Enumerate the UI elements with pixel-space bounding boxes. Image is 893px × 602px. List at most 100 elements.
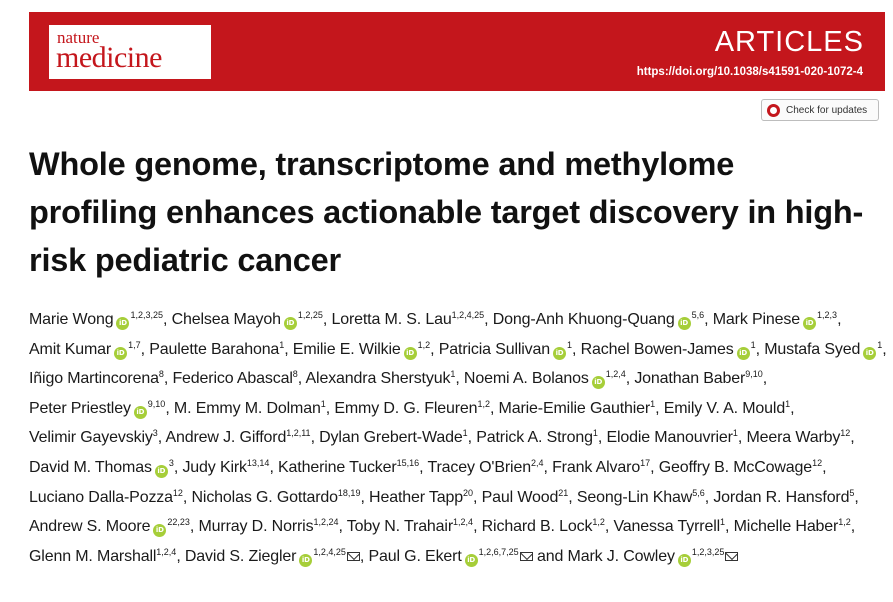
author-entry[interactable]: David S. Ziegler iD1,2,4,25 <box>184 547 360 567</box>
orcid-icon[interactable]: iD <box>299 553 313 567</box>
orcid-icon[interactable]: iD <box>154 464 168 478</box>
author-entry[interactable]: Andrew J. Gifford1,2,11 <box>165 428 310 447</box>
orcid-icon[interactable]: iD <box>553 346 567 360</box>
orcid-icon[interactable]: iD <box>736 346 750 360</box>
author-entry[interactable]: Heather Tapp20 <box>369 488 473 506</box>
author-entry[interactable]: Murray D. Norris1,2,24 <box>198 517 339 536</box>
orcid-icon[interactable]: iD <box>591 376 605 390</box>
author-name[interactable]: Emmy D. G. Fleuren <box>334 399 478 417</box>
author-entry[interactable]: Andrew S. Moore iD22,23 <box>29 517 190 538</box>
author-entry[interactable]: Patrick A. Strong1 <box>476 428 598 446</box>
author-name[interactable]: Emily V. A. Mould <box>663 399 786 417</box>
author-name[interactable]: Velimir Gayevskiy <box>29 429 153 447</box>
author-name[interactable]: Tracey O'Brien <box>427 458 531 476</box>
author-name[interactable]: Luciano Dalla-Pozza <box>29 488 173 506</box>
email-icon[interactable] <box>519 551 533 561</box>
author-name[interactable]: Dylan Grebert-Wade <box>319 429 463 447</box>
author-entry[interactable]: Richard B. Lock1,2 <box>482 517 605 535</box>
author-name[interactable]: Federico Abascal <box>172 370 293 388</box>
author-entry[interactable]: Meera Warby12 <box>746 428 850 447</box>
author-name[interactable]: Vanessa Tyrrell <box>613 518 721 536</box>
author-name[interactable]: Marie-Emilie Gauthier <box>498 399 651 417</box>
author-entry[interactable]: Mustafa Syed iD1 <box>764 340 882 360</box>
orcid-icon[interactable]: iD <box>677 317 691 330</box>
author-entry[interactable]: Amit Kumar iD1,7 <box>29 340 141 360</box>
author-entry[interactable]: Tracey O'Brien2,4 <box>427 458 543 476</box>
author-name[interactable]: Peter Priestley <box>29 399 131 417</box>
author-entry[interactable]: Luciano Dalla-Pozza12 <box>29 488 183 506</box>
orcid-icon[interactable]: iD <box>803 317 817 330</box>
author-entry[interactable]: Noemi A. Bolanos iD1,2,4 <box>463 369 626 390</box>
orcid-icon[interactable]: iD <box>114 346 128 360</box>
author-name[interactable]: Meera Warby <box>746 429 841 447</box>
author-entry[interactable]: Dylan Grebert-Wade1 <box>319 428 467 447</box>
author-name[interactable]: Toby N. Trahair <box>346 518 454 536</box>
orcid-icon[interactable]: iD <box>677 553 691 567</box>
author-name[interactable]: Mustafa Syed <box>764 340 861 358</box>
author-name[interactable]: Marie Wong <box>29 311 114 328</box>
orcid-icon[interactable]: iD <box>403 346 417 360</box>
author-entry[interactable]: Emilie E. Wilkie iD1,2 <box>292 340 430 360</box>
author-name[interactable]: Glenn M. Marshall <box>29 547 157 565</box>
orcid-icon[interactable]: iD <box>133 405 147 419</box>
orcid-icon[interactable]: iD <box>116 317 130 330</box>
author-entry[interactable]: Michelle Haber1,2 <box>733 517 851 536</box>
author-name[interactable]: Emilie E. Wilkie <box>292 340 401 358</box>
author-entry[interactable]: Marie Wong iD1,2,3,25 <box>29 310 163 330</box>
author-name[interactable]: David S. Ziegler <box>184 547 297 565</box>
author-name[interactable]: Paulette Barahona <box>149 340 280 358</box>
author-name[interactable]: Andrew S. Moore <box>29 518 151 536</box>
author-entry[interactable]: Glenn M. Marshall1,2,4 <box>29 547 176 565</box>
author-entry[interactable]: Rachel Bowen-James iD1 <box>580 340 756 360</box>
author-name[interactable]: Murray D. Norris <box>198 518 314 536</box>
author-name[interactable]: Loretta M. S. Lau <box>331 311 452 328</box>
author-name[interactable]: Mark Pinese <box>712 311 801 328</box>
author-name[interactable]: Katherine Tucker <box>278 458 397 476</box>
author-entry[interactable]: Peter Priestley iD9,10 <box>29 399 165 419</box>
author-entry[interactable]: Elodie Manouvrier1 <box>606 428 737 447</box>
author-name[interactable]: Noemi A. Bolanos <box>463 370 589 388</box>
author-name[interactable]: Patricia Sullivan <box>438 340 551 358</box>
author-entry[interactable]: Chelsea Mayoh iD1,2,25 <box>171 310 323 330</box>
orcid-icon[interactable]: iD <box>283 317 297 330</box>
email-icon[interactable] <box>346 551 360 561</box>
author-entry[interactable]: Katherine Tucker15,16 <box>278 458 419 476</box>
author-name[interactable]: Alexandra Sherstyuk <box>305 370 451 388</box>
author-entry[interactable]: Iñigo Martincorena8 <box>29 369 164 388</box>
author-entry[interactable]: Vanessa Tyrrell1 <box>613 517 725 536</box>
author-name[interactable]: Amit Kumar <box>29 340 112 358</box>
author-entry[interactable]: Nicholas G. Gottardo18,19 <box>191 488 361 506</box>
journal-logo[interactable]: nature medicine <box>49 25 211 79</box>
check-for-updates-button[interactable]: Check for updates <box>761 99 879 121</box>
author-entry[interactable]: David M. Thomas iD3 <box>29 458 174 478</box>
author-entry[interactable]: M. Emmy M. Dolman1 <box>174 399 326 417</box>
author-entry[interactable]: Jordan R. Hansford5 <box>713 488 854 506</box>
author-name[interactable]: Paul G. Ekert <box>368 547 462 565</box>
author-entry[interactable]: Paul G. Ekert iD1,2,6,7,25 <box>368 547 533 567</box>
author-entry[interactable]: Judy Kirk13,14 <box>182 458 269 476</box>
orcid-icon[interactable]: iD <box>464 553 478 567</box>
author-name[interactable]: Frank Alvaro <box>552 458 641 476</box>
author-name[interactable]: Elodie Manouvrier <box>606 429 733 447</box>
author-entry[interactable]: Loretta M. S. Lau1,2,4,25 <box>331 310 484 328</box>
author-name[interactable]: Andrew J. Gifford <box>165 429 287 447</box>
author-name[interactable]: Rachel Bowen-James <box>580 340 734 358</box>
doi-link[interactable]: https://doi.org/10.1038/s41591-020-1072-… <box>636 66 863 78</box>
author-entry[interactable]: Paulette Barahona1 <box>149 340 284 358</box>
author-entry[interactable]: and Mark J. Cowley iD1,2,3,25 <box>537 547 739 567</box>
author-name[interactable]: David M. Thomas <box>29 458 152 476</box>
orcid-icon[interactable]: iD <box>863 346 877 360</box>
author-name[interactable]: Iñigo Martincorena <box>29 370 159 388</box>
author-name[interactable]: Seong-Lin Khaw <box>576 488 693 506</box>
author-entry[interactable]: Seong-Lin Khaw5,6 <box>576 488 705 506</box>
author-name[interactable]: Michelle Haber <box>733 518 839 536</box>
author-entry[interactable]: Velimir Gayevskiy3 <box>29 428 158 447</box>
orcid-icon[interactable]: iD <box>153 524 167 538</box>
author-name[interactable]: Chelsea Mayoh <box>171 311 281 328</box>
author-entry[interactable]: Emily V. A. Mould1 <box>663 399 790 417</box>
author-name[interactable]: Nicholas G. Gottardo <box>191 488 339 506</box>
author-entry[interactable]: Dong-Anh Khuong-Quang iD5,6 <box>493 310 704 330</box>
author-entry[interactable]: Toby N. Trahair1,2,4 <box>346 517 473 536</box>
author-name[interactable]: Geoffry B. McCowage <box>658 458 813 476</box>
author-entry[interactable]: Frank Alvaro17 <box>552 458 650 476</box>
